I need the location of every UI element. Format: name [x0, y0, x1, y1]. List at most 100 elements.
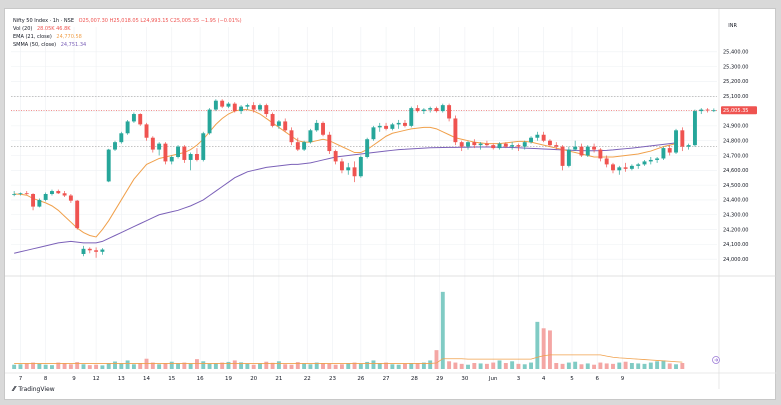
- volume-values: 28.05K 46.8K: [36, 26, 71, 32]
- candle-body: [384, 125, 389, 129]
- volume-bar: [302, 363, 307, 369]
- volume-bar: [157, 364, 162, 369]
- x-tick-label: 23: [329, 376, 336, 382]
- y-tick-label: 24,700.00: [723, 153, 748, 159]
- symbol-title[interactable]: Nifty 50 Index · 1h · NSE: [13, 18, 74, 24]
- volume-bar: [466, 364, 470, 369]
- candle-body: [327, 134, 332, 152]
- x-tick-label: 14: [143, 376, 150, 382]
- currency-label[interactable]: INR: [728, 23, 737, 29]
- volume-bar: [276, 361, 281, 369]
- volume-bar: [106, 363, 111, 369]
- volume-bar: [270, 362, 275, 369]
- volume-bar: [554, 363, 559, 369]
- volume-bar: [213, 363, 218, 369]
- candle-body: [163, 143, 168, 162]
- x-tick-label: 29: [436, 376, 443, 382]
- volume-bar: [321, 363, 325, 369]
- candle-body: [396, 122, 401, 125]
- candle-body: [447, 105, 452, 119]
- x-tick-label: 28: [411, 376, 418, 382]
- candle-body: [232, 103, 237, 112]
- volume-ma-line: [14, 354, 683, 364]
- volume-bar: [119, 363, 124, 369]
- y-tick-label: 25,300.00: [723, 64, 748, 70]
- ema-line: [14, 109, 677, 238]
- candle-body: [661, 148, 666, 159]
- volume-bar: [50, 365, 54, 369]
- candle-body: [37, 199, 42, 207]
- candle-body: [113, 142, 117, 150]
- volume-bar: [188, 363, 193, 369]
- volume-bar: [68, 364, 73, 369]
- candle-body: [686, 145, 691, 147]
- volume-bar: [232, 360, 237, 369]
- candle-body: [321, 122, 325, 135]
- candle-body: [522, 142, 527, 147]
- volume-bar: [447, 361, 452, 369]
- volume-bar: [611, 363, 615, 369]
- x-tick-label: 5: [570, 376, 574, 382]
- candle-body: [125, 121, 130, 134]
- volume-bar: [415, 363, 420, 369]
- candle-body: [629, 165, 634, 169]
- volume-bar: [150, 362, 155, 369]
- candle-body: [642, 161, 647, 165]
- legend-ema-row[interactable]: EMA (21, close) 24,770.58: [13, 33, 242, 41]
- candle-body: [466, 142, 470, 147]
- candle-body: [352, 167, 357, 177]
- volume-bar: [472, 363, 477, 369]
- volume-bar: [661, 360, 666, 369]
- y-tick-label: 24,000.00: [723, 257, 748, 263]
- volume-bar: [566, 362, 571, 369]
- volume-bar: [75, 362, 80, 369]
- candle-body: [258, 105, 262, 110]
- x-tick-label: 12: [93, 376, 100, 382]
- y-tick-label: 25,100.00: [723, 94, 748, 100]
- legend-smma-row[interactable]: SMMA (50, close) 24,751.34: [13, 41, 242, 49]
- legend-volume-row[interactable]: Vol (20) 28.05K 46.8K: [13, 25, 242, 33]
- x-tick-label: 13: [118, 376, 125, 382]
- candle-body: [251, 105, 256, 110]
- tradingview-logo[interactable]: ⁄⁄ TradingView: [13, 385, 55, 393]
- volume-bar: [459, 363, 464, 369]
- candle-body: [648, 159, 653, 162]
- volume-bar: [604, 363, 609, 369]
- candle-body: [213, 100, 218, 110]
- volume-bar: [655, 361, 660, 369]
- volume-bar: [478, 363, 483, 369]
- volume-bar: [453, 362, 458, 369]
- volume-bar: [258, 363, 262, 369]
- candle-body: [289, 130, 294, 143]
- volume-bar: [125, 360, 130, 369]
- candle-body: [239, 106, 244, 112]
- ohlc-values: O25,007.30 H25,018.05 L24,993.15 C25,005…: [78, 18, 242, 24]
- candle-body: [314, 122, 319, 131]
- candle-body: [592, 146, 597, 150]
- volume-bar: [264, 361, 269, 369]
- volume-bar: [516, 363, 521, 369]
- candle-body: [623, 167, 628, 169]
- volume-label: Vol (20): [13, 26, 33, 32]
- candle-body: [94, 250, 99, 252]
- candle-body: [371, 127, 376, 140]
- candle-body: [535, 134, 540, 138]
- volume-bar: [87, 365, 92, 369]
- candle-body: [106, 149, 111, 182]
- candle-body: [428, 108, 433, 110]
- candlestick-chart[interactable]: 25,400.00 25,300.00 25,200.00 25,100.00 25,0…: [5, 9, 777, 401]
- candle-body: [617, 167, 622, 171]
- candle-body: [711, 110, 716, 112]
- candle-body: [541, 134, 546, 141]
- volume-bar: [585, 363, 590, 369]
- candle-body: [680, 130, 685, 147]
- candle-body: [188, 154, 193, 160]
- volume-bar: [592, 364, 597, 369]
- candle-body: [339, 161, 344, 171]
- scroll-latest-icon[interactable]: [712, 356, 720, 364]
- volume-bar: [131, 364, 136, 369]
- volume-bar: [226, 361, 231, 369]
- candle-body: [75, 200, 80, 229]
- volume-bar: [598, 362, 603, 369]
- volume-bar: [371, 360, 376, 369]
